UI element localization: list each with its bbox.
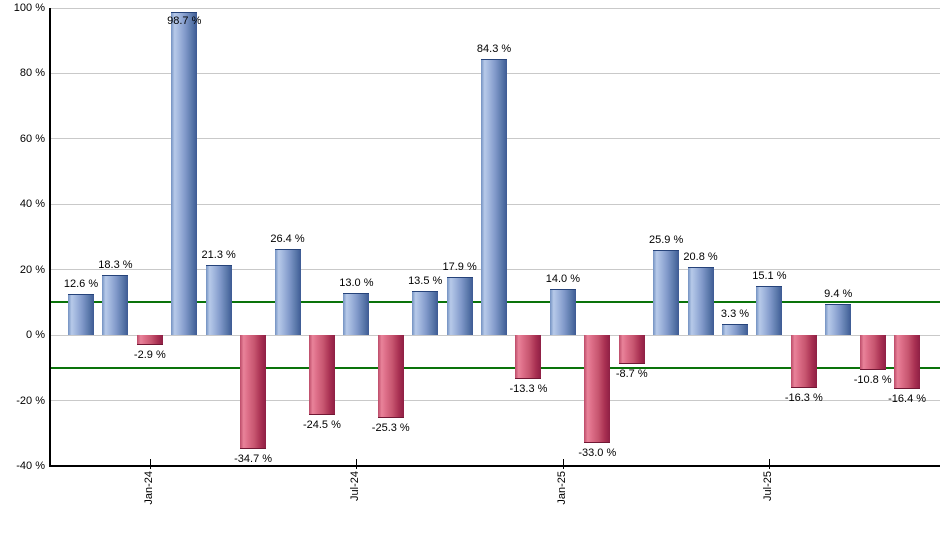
bar-value-label: -10.8 % [853, 374, 892, 387]
y-tick-label: 60 % [19, 132, 45, 145]
bar-value-label: 98.7 % [167, 15, 202, 28]
bar [377, 335, 404, 418]
bar-value-label: 21.3 % [201, 249, 236, 262]
bar-value-label: -16.3 % [784, 392, 823, 405]
x-axis-tick [356, 459, 358, 469]
bar-value-label: -13.3 % [509, 382, 548, 395]
bar [687, 267, 714, 336]
x-tick-label: Jan-25 [555, 471, 568, 505]
bar-value-label: -16.4 % [888, 392, 927, 405]
bar [894, 335, 921, 389]
y-tick-label: -40 % [16, 460, 45, 472]
y-tick-label: 100 % [13, 2, 45, 14]
bar-value-label: -25.3 % [371, 421, 410, 434]
bar-value-label: 9.4 % [824, 288, 853, 301]
bar-value-label: 3.3 % [720, 308, 750, 321]
bar-value-label: -33.0 % [578, 447, 617, 460]
y-tick-label: 40 % [19, 198, 45, 211]
bar [825, 304, 852, 336]
bar-value-label: 14.0 % [545, 273, 580, 286]
bar [515, 335, 542, 379]
bar [412, 290, 439, 336]
bar [274, 248, 301, 336]
x-tick-label: Jul-25 [762, 471, 775, 501]
bar-value-label: 17.9 % [442, 260, 477, 273]
bar-value-label: 25.9 % [649, 234, 684, 247]
y-tick-label: 80 % [19, 67, 45, 80]
bar [790, 335, 817, 389]
bar [446, 276, 473, 336]
bar-value-label: 13.0 % [339, 276, 374, 289]
gridline [50, 334, 940, 336]
bar-value-label: -8.7 % [615, 367, 648, 380]
bar [308, 335, 335, 416]
bar [481, 59, 508, 336]
bar-value-label: 12.6 % [63, 277, 99, 290]
gridline [50, 400, 940, 402]
bar-value-label: 13.5 % [408, 274, 443, 287]
y-tick-label: 20 % [19, 263, 45, 276]
bar [584, 335, 611, 444]
bar [136, 335, 163, 345]
y-tick-label: 0 % [26, 329, 45, 342]
bar [653, 250, 680, 336]
bar [549, 289, 576, 336]
bar [756, 285, 783, 336]
bar-value-label: 18.3 % [98, 259, 133, 272]
bar [343, 292, 370, 336]
bar-value-label: 20.8 % [683, 251, 718, 264]
bar [721, 324, 748, 336]
bar [859, 335, 886, 371]
bar [102, 275, 129, 336]
y-axis-line [49, 8, 51, 466]
bar-value-label: 84.3 % [476, 43, 512, 56]
x-axis-tick [149, 459, 151, 469]
x-tick-label: Jul-24 [349, 471, 362, 501]
reference-line [50, 366, 940, 369]
bar [68, 293, 94, 336]
y-tick-label: -20 % [16, 394, 45, 407]
bar-value-label: -24.5 % [302, 419, 341, 432]
x-tick-label: Jan-24 [142, 471, 155, 505]
bar-value-label: -34.7 % [234, 452, 273, 465]
bar [171, 12, 198, 336]
gridline [50, 7, 940, 9]
bar [618, 335, 645, 364]
x-axis-tick [562, 459, 564, 469]
bar-value-label: -2.9 % [133, 348, 166, 361]
x-axis-line [49, 465, 940, 467]
bar-value-label: 26.4 % [270, 232, 305, 245]
bar-value-label: 15.1 % [752, 269, 787, 282]
x-axis-tick [769, 459, 771, 469]
bar [205, 265, 232, 336]
bar [240, 335, 267, 449]
